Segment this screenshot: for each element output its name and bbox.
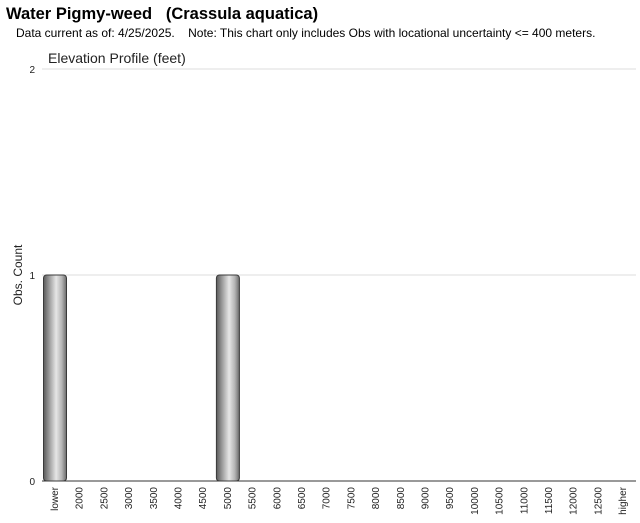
grid-lines bbox=[42, 68, 636, 482]
x-tick-label: 7000 bbox=[322, 487, 333, 510]
bar bbox=[215, 274, 240, 482]
x-tick-label: 2500 bbox=[99, 487, 110, 510]
y-tick-label: 0 bbox=[29, 477, 35, 488]
x-tick-label: 10000 bbox=[470, 487, 481, 515]
y-tick-label: 2 bbox=[29, 65, 35, 76]
x-tick-label: 9500 bbox=[445, 487, 456, 510]
x-tick-label: 12000 bbox=[569, 487, 580, 515]
x-tick-label: higher bbox=[618, 486, 629, 514]
x-tick-label: 6000 bbox=[272, 487, 283, 510]
x-tick-label: 5500 bbox=[248, 487, 259, 510]
x-tick-label: 4500 bbox=[198, 487, 209, 510]
y-tick-label: 1 bbox=[29, 271, 35, 282]
x-tick-label: 7500 bbox=[346, 487, 357, 510]
x-tick-label: 9000 bbox=[421, 487, 432, 510]
x-tick-label: 6500 bbox=[297, 487, 308, 510]
x-tick-label: 12500 bbox=[593, 487, 604, 515]
x-tick-label: 8000 bbox=[371, 487, 382, 510]
chart-title: Elevation Profile (feet) bbox=[48, 50, 186, 66]
x-tick-label: 11500 bbox=[544, 487, 555, 515]
x-tick-label: 3500 bbox=[149, 487, 160, 510]
x-tick-label: 11000 bbox=[519, 487, 530, 515]
x-tick-label: 2000 bbox=[75, 487, 86, 510]
x-tick-label: 5000 bbox=[223, 487, 234, 510]
x-tick-label: 4000 bbox=[174, 487, 185, 510]
x-tick-label: 8500 bbox=[396, 487, 407, 510]
y-tick-labels: 0 1 2 bbox=[29, 65, 35, 488]
bars bbox=[43, 274, 240, 482]
x-tick-label: lower bbox=[50, 486, 61, 511]
data-note: Data current as of: 4/25/2025. Note: Thi… bbox=[16, 26, 596, 40]
page-title: Water Pigmy-weed (Crassula aquatica) bbox=[6, 5, 319, 23]
x-tick-label: 10500 bbox=[495, 487, 506, 515]
bar bbox=[43, 274, 67, 482]
y-axis-label: Obs. Count bbox=[11, 244, 25, 305]
x-tick-label: 3000 bbox=[124, 487, 135, 510]
x-tick-labels: lower 2000 2500 3000 3500 4000 4500 5000 5500 600… bbox=[50, 486, 629, 514]
